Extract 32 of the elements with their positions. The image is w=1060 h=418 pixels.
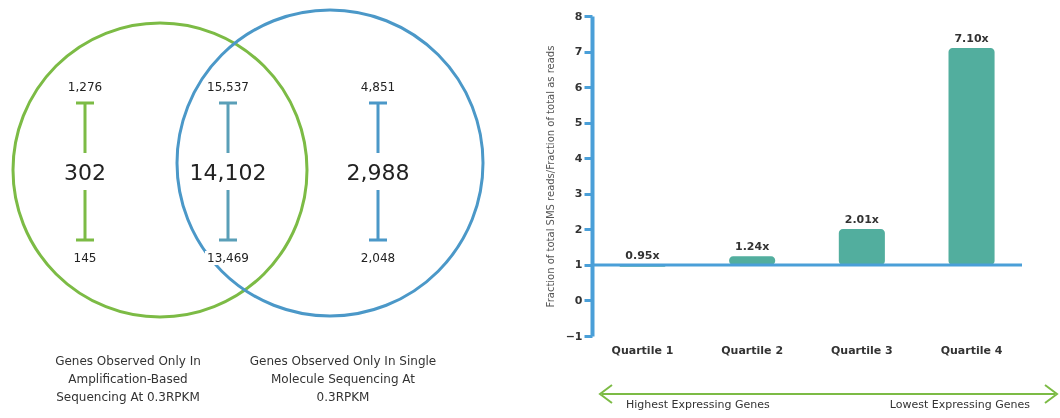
x-tick-label: Quartile 4 xyxy=(940,343,1003,357)
y-tick-label: 8 xyxy=(574,9,583,23)
y-tick-label: 3 xyxy=(574,187,583,201)
y-tick-label: 5 xyxy=(574,116,583,130)
y-tick-label: 7 xyxy=(574,45,583,59)
x-tick-label: Quartile 1 xyxy=(611,343,674,357)
text: Highest Expressing Genes xyxy=(626,398,770,411)
text: Lowest Expressing Genes xyxy=(889,398,1030,411)
data-label: 0.95x xyxy=(625,248,660,262)
text: 145 xyxy=(71,251,99,265)
text: 15,537 xyxy=(205,80,251,94)
x-tick-label: Quartile 3 xyxy=(830,343,893,357)
text: 13,469 xyxy=(205,251,251,265)
y-tick-label: 2 xyxy=(574,222,583,236)
y-tick-label: 0 xyxy=(574,293,583,307)
y-tick-label: −1 xyxy=(565,329,583,343)
text: 1,276 xyxy=(65,80,105,94)
text: 2,048 xyxy=(358,251,398,265)
y-tick-label: 1 xyxy=(574,258,583,272)
text: 2,988 xyxy=(344,159,412,185)
text: Genes Observed Only In Amplification-Based Sequencing At 0.3RPKM xyxy=(54,353,202,406)
y-tick-label: 6 xyxy=(574,80,583,94)
text: 4,851 xyxy=(358,80,398,94)
data-label: 1.24x xyxy=(735,240,770,254)
text: Genes Observed Only In Single Molecule Sequencing At 0.3RPKM xyxy=(248,353,438,406)
y-axis-title: Fraction of total SMS reads/Fraction of total as reads xyxy=(544,45,556,308)
x-tick-label: Quartile 2 xyxy=(721,343,784,357)
text: 302 xyxy=(62,159,108,185)
data-label: 7.10x xyxy=(954,32,989,45)
y-tick-label: 4 xyxy=(574,151,583,165)
data-label: 2.01x xyxy=(844,212,879,226)
text: 14,102 xyxy=(187,159,269,185)
